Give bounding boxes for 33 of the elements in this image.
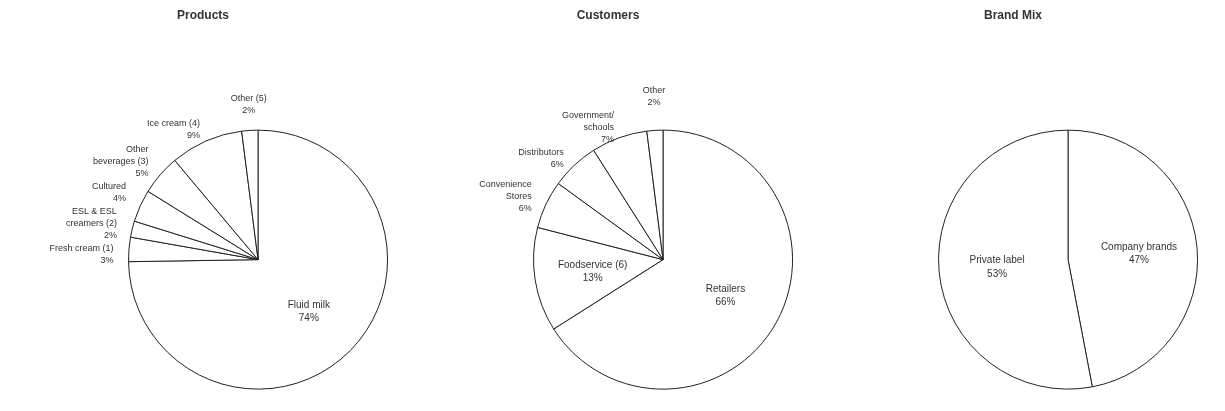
slice-label: Other — [642, 84, 666, 95]
slice-label: Convenience Stores — [479, 179, 533, 202]
slice-label: Fresh cream (1) — [49, 243, 114, 254]
chart-title: Brand Mix — [984, 7, 1043, 22]
data-label: 4% — [113, 193, 127, 204]
slice-label: Company brands — [1100, 240, 1178, 252]
data-label: 47% — [1128, 253, 1150, 265]
data-label: 6% — [518, 203, 532, 214]
data-label: 5% — [135, 168, 149, 179]
slice-label: Retailers — [705, 282, 746, 294]
data-label: 74% — [298, 312, 319, 324]
data-label: 2% — [104, 230, 118, 241]
data-label: 53% — [987, 267, 1008, 279]
data-label: 6% — [550, 158, 564, 169]
data-label: 66% — [715, 296, 736, 308]
data-label: 13% — [582, 272, 603, 284]
data-label: 9% — [186, 130, 200, 141]
chart-title: Customers — [576, 7, 640, 22]
data-label: 2% — [242, 105, 256, 116]
slice-label: Government/ schools — [561, 109, 615, 132]
slice-label: Distributors — [518, 146, 565, 157]
slice-label: Other (5) — [230, 93, 267, 104]
slice-label: Ice cream (4) — [146, 118, 200, 129]
data-label: 3% — [100, 255, 114, 266]
slice-label: Cultured — [92, 181, 127, 192]
slice-label: Other beverages (3) — [92, 144, 149, 167]
data-label: 7% — [600, 133, 614, 144]
slice-label: Fluid milk — [287, 298, 331, 310]
chart-title: Products — [177, 7, 230, 22]
slice-label: ESL & ESL creamers (2) — [66, 206, 118, 229]
data-label: 2% — [647, 96, 661, 107]
slice-label: Private label — [969, 254, 1025, 266]
slice-label: Foodservice (6) — [557, 258, 628, 270]
